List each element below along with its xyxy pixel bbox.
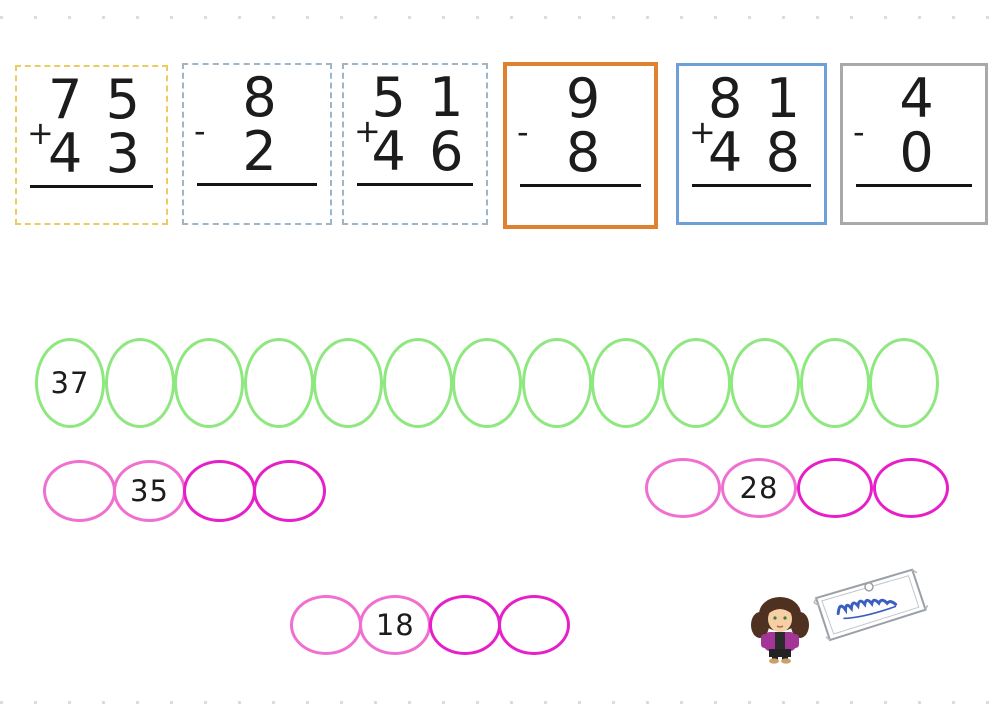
sequence-circle-empty[interactable] [174, 338, 244, 428]
sequence-circle-empty[interactable] [521, 338, 592, 428]
bottom-operand: 4 8 [708, 121, 803, 184]
sequence-circle-empty[interactable] [873, 458, 949, 518]
sequence-circle-empty[interactable] [382, 338, 453, 428]
top-operand: 7 5 [48, 68, 143, 131]
sequence-circle-empty[interactable] [452, 338, 522, 428]
sequence-circle-empty[interactable] [104, 338, 175, 428]
answer-input-area[interactable] [856, 188, 972, 220]
sequence-circle-empty[interactable] [313, 338, 383, 428]
sequence-circle-empty[interactable] [869, 338, 939, 428]
problem-card: + 8 1 4 8 [676, 63, 827, 225]
sequence-circle-empty[interactable] [591, 338, 661, 428]
top-operand: 5 1 [371, 66, 467, 129]
bottom-operand: 4 6 [371, 120, 467, 183]
page-edge-bottom-dashes [0, 701, 1000, 704]
answer-input-area[interactable] [197, 187, 317, 219]
sequence-value-label: 18 [375, 608, 415, 642]
sequence-circle-empty[interactable] [290, 595, 362, 655]
sequence-circle-empty[interactable] [797, 458, 873, 518]
operator-label: - [853, 113, 865, 151]
sequence-circle-empty[interactable] [43, 460, 116, 522]
answer-line [197, 183, 317, 186]
answer-input-area[interactable] [357, 187, 473, 219]
problem-card: + 5 1 4 6 [342, 63, 488, 225]
operator-label: - [517, 113, 529, 151]
sequence-circle-empty[interactable] [660, 338, 731, 428]
sequence-circle-empty[interactable] [243, 338, 314, 428]
sequence-circle-empty[interactable] [730, 338, 800, 428]
sequence-circle-empty[interactable] [428, 595, 501, 655]
top-operand: 8 [242, 66, 280, 129]
sequence-circle-empty[interactable] [497, 595, 570, 655]
sequence-circle-filled: 37 [35, 338, 105, 428]
answer-line [520, 184, 641, 187]
sequence-circle-filled: 35 [113, 460, 186, 522]
answer-line [356, 183, 474, 186]
operator-label: + [689, 113, 716, 151]
sequence-value-label: 35 [130, 474, 169, 508]
answer-input-area[interactable] [520, 188, 641, 220]
answer-line [692, 184, 811, 187]
girl-cartoon-icon [751, 597, 809, 664]
problem-card: - 4 0 [840, 63, 988, 225]
bottom-operand: 4 3 [48, 122, 143, 185]
sequence-circle-empty[interactable] [645, 458, 721, 518]
sequence-value-label: 28 [739, 471, 779, 505]
bottom-operand: 2 [242, 120, 280, 183]
operator-label: + [354, 112, 381, 150]
answer-input-area[interactable] [30, 189, 152, 221]
problem-card: - 9 8 [503, 62, 658, 229]
problem-card: - 8 2 [182, 63, 332, 225]
signature-book-icon [813, 568, 929, 642]
bottom-operand: 8 [565, 121, 604, 184]
problem-card: + 7 5 4 3 [15, 65, 168, 225]
answer-line [855, 184, 973, 187]
sequence-circle-empty[interactable] [183, 460, 256, 522]
sequence-circle-filled: 28 [721, 458, 797, 518]
sequence-circle-empty[interactable] [799, 338, 870, 428]
answer-input-area[interactable] [692, 188, 811, 220]
answer-line [30, 185, 153, 188]
top-operand: 9 [565, 67, 604, 130]
operator-label: - [194, 112, 206, 150]
page-edge-top-dashes [0, 16, 1000, 19]
sequence-circle-empty[interactable] [253, 460, 326, 522]
sequence-value-label: 37 [50, 366, 90, 400]
operator-label: + [27, 114, 54, 152]
top-operand: 4 [899, 67, 937, 130]
bottom-operand: 0 [899, 121, 937, 184]
sequence-circle-filled: 18 [359, 595, 432, 655]
top-operand: 8 1 [708, 67, 803, 130]
